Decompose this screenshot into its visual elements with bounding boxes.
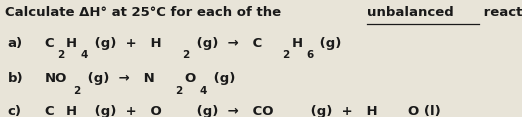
Text: 2: 2: [175, 86, 182, 96]
Text: a): a): [8, 37, 23, 50]
Text: (g)  +   O: (g) + O: [90, 105, 162, 117]
Text: reactions below:: reactions below:: [479, 6, 522, 19]
Text: (g): (g): [209, 72, 235, 85]
Text: unbalanced: unbalanced: [367, 6, 454, 19]
Text: C: C: [44, 105, 54, 117]
Text: (g)  →   C: (g) → C: [192, 37, 262, 50]
Text: 2: 2: [73, 86, 80, 96]
Text: H: H: [66, 105, 77, 117]
Text: 4: 4: [199, 86, 206, 96]
Text: Calculate ΔH° at 25°C for each of the: Calculate ΔH° at 25°C for each of the: [5, 6, 286, 19]
Text: C: C: [44, 37, 54, 50]
Text: b): b): [8, 72, 23, 85]
Text: 6: 6: [306, 51, 313, 60]
Text: (g)  →   CO: (g) → CO: [192, 105, 274, 117]
Text: 2: 2: [182, 51, 189, 60]
Text: 2: 2: [282, 51, 290, 60]
Text: O: O: [185, 72, 196, 85]
Text: (g)  +   H: (g) + H: [90, 37, 162, 50]
Text: H: H: [66, 37, 77, 50]
Text: 4: 4: [80, 51, 88, 60]
Text: NO: NO: [44, 72, 67, 85]
Text: O (l): O (l): [408, 105, 441, 117]
Text: c): c): [8, 105, 22, 117]
Text: (g)  +   H: (g) + H: [306, 105, 378, 117]
Text: (g)  →   N: (g) → N: [82, 72, 155, 85]
Text: H: H: [292, 37, 303, 50]
Text: 2: 2: [57, 51, 64, 60]
Text: (g): (g): [315, 37, 342, 50]
